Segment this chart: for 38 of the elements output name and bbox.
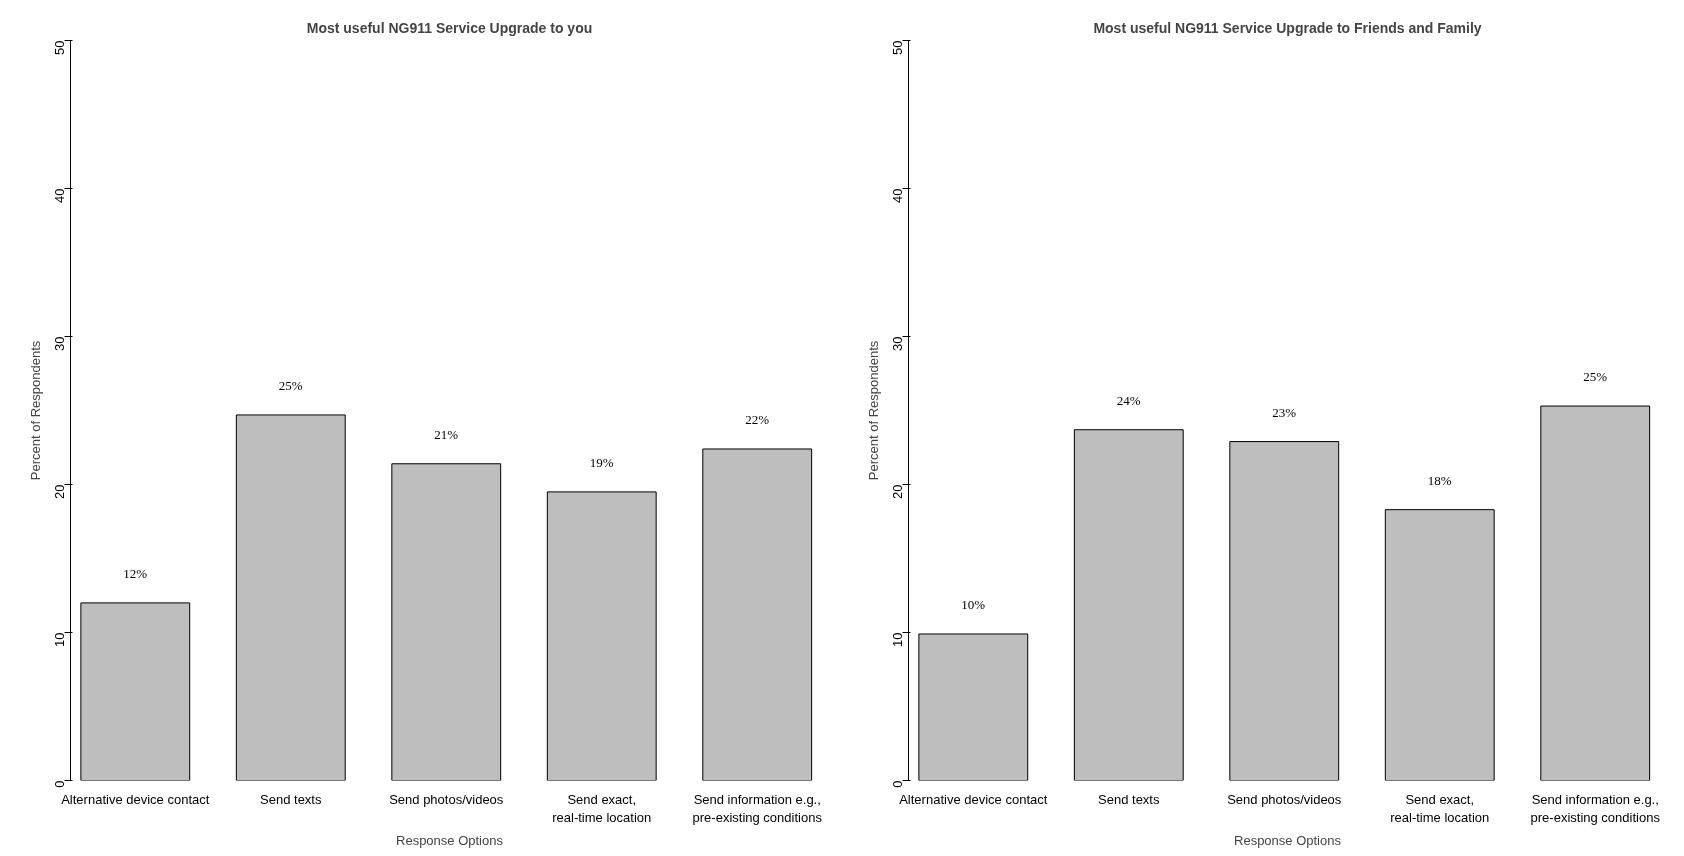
x-tick-label: Send photos/videos [1227, 791, 1342, 807]
data-label: 25% [278, 377, 303, 393]
data-label: 19% [589, 454, 614, 470]
y-tick-label: 20 [52, 484, 67, 499]
x-tick-label: Send photos/videos [389, 791, 504, 807]
data-label: 18% [1427, 472, 1452, 488]
data-label: 25% [1583, 369, 1608, 385]
x-tick-label: Send texts [260, 791, 322, 807]
x-tick-label: Send exact, real-time location [1390, 791, 1490, 825]
y-tick-label: 0 [52, 780, 67, 788]
y-tick-label: 10 [52, 632, 67, 647]
y-axis-title: Percent of Respondents [27, 340, 43, 481]
data-label: 12% [123, 565, 148, 581]
data-label: 22% [745, 411, 770, 427]
y-tick-label: 40 [52, 188, 67, 203]
x-tick-label: Alternative device contact [61, 791, 210, 807]
chart-title: Most useful NG911 Service Upgrade to you [306, 19, 593, 36]
y-tick-label: 30 [890, 336, 905, 351]
x-tick-label: Send texts [1098, 791, 1160, 807]
y-tick-label: 0 [890, 780, 905, 788]
y-tick-label: 30 [52, 336, 67, 351]
data-label: 10% [961, 596, 986, 612]
chart-title: Most useful NG911 Service Upgrade to Friends and Family [1093, 19, 1482, 36]
data-label: 23% [1272, 404, 1297, 420]
data-label: 21% [434, 426, 459, 442]
x-tick-label: Send information e.g., pre-existing conditions [692, 791, 823, 825]
x-axis-title: Response Options [1234, 832, 1342, 848]
y-tick-label: 50 [52, 40, 67, 55]
x-axis-title: Response Options [396, 832, 504, 848]
y-tick-label: 50 [890, 40, 905, 55]
y-tick-label: 20 [890, 484, 905, 499]
y-tick-label: 10 [890, 632, 905, 647]
data-label: 24% [1116, 392, 1141, 408]
y-axis-title: Percent of Respondents [865, 340, 881, 481]
y-tick-label: 40 [890, 188, 905, 203]
x-tick-label: Send exact, real-time location [552, 791, 652, 825]
x-tick-label: Send information e.g., pre-existing conditions [1530, 791, 1661, 825]
x-tick-label: Alternative device contact [899, 791, 1048, 807]
